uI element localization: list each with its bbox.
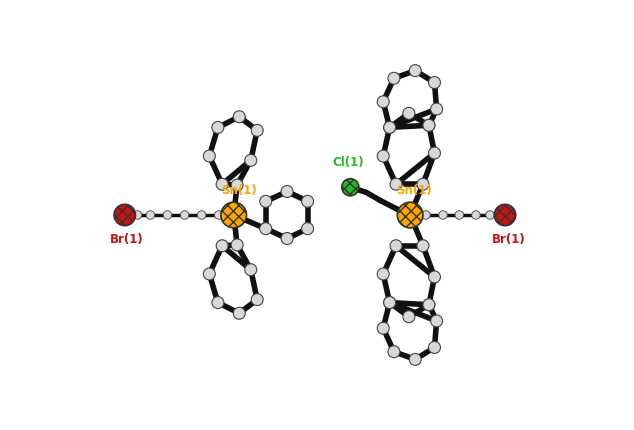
Circle shape	[388, 346, 400, 358]
Circle shape	[429, 77, 441, 89]
Circle shape	[212, 297, 224, 309]
Circle shape	[281, 233, 293, 245]
Circle shape	[251, 294, 263, 306]
Circle shape	[403, 108, 415, 119]
Circle shape	[214, 211, 223, 219]
Circle shape	[146, 211, 155, 219]
Circle shape	[423, 119, 435, 131]
Circle shape	[231, 179, 243, 191]
Circle shape	[233, 307, 245, 319]
Circle shape	[388, 72, 400, 84]
Circle shape	[204, 268, 216, 280]
Circle shape	[390, 178, 402, 190]
Circle shape	[377, 150, 389, 162]
Circle shape	[410, 64, 421, 77]
Text: Sn(1): Sn(1)	[396, 184, 432, 197]
Circle shape	[423, 299, 435, 311]
Circle shape	[233, 111, 245, 123]
Circle shape	[384, 121, 396, 133]
Circle shape	[377, 96, 389, 108]
Text: Cl(1): Cl(1)	[332, 156, 364, 169]
Circle shape	[429, 341, 441, 353]
Circle shape	[221, 202, 247, 228]
Circle shape	[495, 204, 515, 226]
Circle shape	[439, 211, 448, 219]
Circle shape	[114, 204, 136, 226]
Circle shape	[231, 239, 243, 251]
Circle shape	[423, 299, 435, 311]
Circle shape	[281, 185, 293, 197]
Circle shape	[302, 195, 314, 207]
Circle shape	[216, 178, 228, 190]
Circle shape	[422, 211, 430, 219]
Circle shape	[216, 240, 228, 252]
Circle shape	[384, 121, 396, 133]
Circle shape	[133, 211, 142, 219]
Circle shape	[197, 211, 206, 219]
Circle shape	[417, 178, 429, 190]
Circle shape	[423, 119, 435, 131]
Circle shape	[384, 297, 396, 309]
Circle shape	[398, 202, 423, 228]
Circle shape	[180, 211, 189, 219]
Circle shape	[212, 121, 224, 133]
Circle shape	[251, 124, 263, 136]
Circle shape	[429, 271, 441, 283]
Circle shape	[163, 211, 172, 219]
Circle shape	[377, 268, 389, 280]
Circle shape	[377, 322, 389, 334]
Circle shape	[245, 154, 257, 166]
Circle shape	[302, 223, 314, 235]
Text: Br(1): Br(1)	[110, 233, 144, 246]
Circle shape	[204, 150, 216, 162]
Circle shape	[486, 211, 495, 219]
Circle shape	[384, 297, 396, 309]
Circle shape	[455, 211, 463, 219]
Circle shape	[430, 315, 443, 327]
Circle shape	[260, 195, 272, 207]
Circle shape	[417, 240, 429, 252]
Text: Sn(1): Sn(1)	[221, 184, 257, 197]
Circle shape	[472, 211, 480, 219]
Circle shape	[390, 240, 402, 252]
Circle shape	[403, 311, 415, 322]
Circle shape	[430, 103, 443, 115]
Circle shape	[245, 264, 257, 276]
Circle shape	[410, 353, 421, 366]
Circle shape	[342, 179, 359, 196]
Circle shape	[429, 147, 441, 159]
Text: Br(1): Br(1)	[493, 233, 526, 246]
Circle shape	[260, 223, 272, 235]
